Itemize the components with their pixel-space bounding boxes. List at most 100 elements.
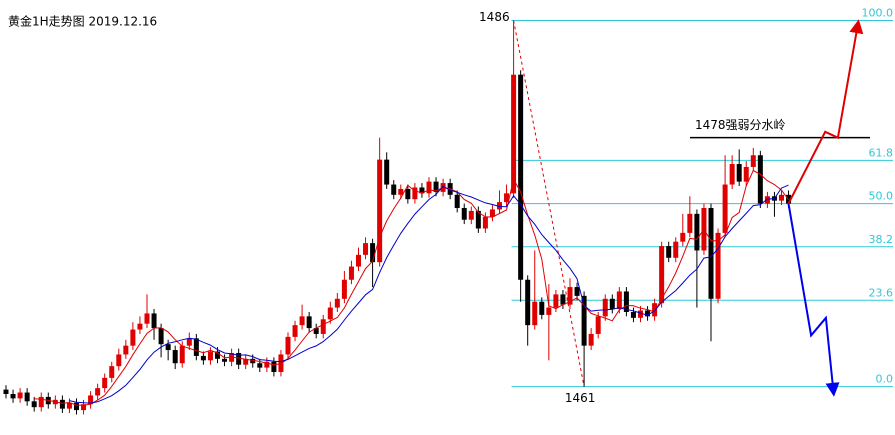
candle-body: [637, 310, 643, 318]
candle-body: [285, 336, 291, 355]
candle-body: [313, 328, 319, 334]
candle-body: [729, 164, 735, 185]
candle-body: [405, 188, 411, 200]
candle-body: [73, 402, 79, 411]
candle-body: [109, 366, 115, 378]
candle-body: [539, 301, 545, 315]
fib-label: 61.8: [869, 146, 894, 159]
candle-body: [419, 187, 425, 194]
candle-body: [341, 279, 347, 299]
candle-body: [88, 395, 94, 405]
candle-body: [489, 209, 495, 217]
candle-body: [743, 166, 749, 182]
candle-body: [355, 254, 361, 267]
candle-body: [334, 298, 340, 308]
candle-body: [250, 358, 256, 364]
candle-body: [574, 287, 580, 296]
candle-body: [257, 363, 263, 368]
candle-body: [645, 310, 651, 317]
candle-body: [475, 210, 481, 229]
candle-body: [320, 319, 326, 334]
candle-body: [17, 392, 23, 399]
candle-body: [496, 202, 502, 210]
candle-body: [778, 194, 784, 201]
candle-body: [764, 196, 770, 204]
candle-body: [59, 399, 65, 409]
candle-body: [750, 155, 756, 167]
fib-label: 38.2: [869, 233, 894, 246]
candle-body: [659, 246, 665, 304]
candle-body: [137, 323, 143, 330]
candle-body: [560, 294, 566, 305]
fib-high-label: 1486: [479, 10, 510, 24]
candle-body: [116, 354, 122, 367]
candle-body: [384, 159, 390, 185]
candle-body: [461, 207, 467, 220]
candle-body: [687, 213, 693, 233]
candle-body: [426, 181, 432, 194]
candle-body: [207, 351, 213, 361]
fib-trend: [513, 20, 585, 387]
candle-body: [236, 352, 242, 365]
candle-body: [609, 298, 615, 310]
candle-body: [165, 344, 171, 351]
candle-body: [623, 291, 629, 312]
candle-body: [504, 193, 510, 203]
candle-body: [348, 266, 354, 280]
fib-low-label: 1461: [565, 391, 596, 405]
candle-body: [327, 307, 333, 320]
candle-body: [595, 316, 601, 334]
fib-label: 50.0: [869, 190, 894, 203]
moving-average: [34, 169, 789, 406]
candle-body: [66, 402, 72, 409]
candle-body: [757, 155, 763, 204]
candle-body: [666, 246, 672, 258]
candle-body: [391, 184, 397, 195]
candle-body: [243, 358, 249, 365]
candle-body: [95, 388, 101, 396]
candle-body: [264, 361, 270, 368]
candle-body: [222, 358, 228, 362]
candle-body: [102, 377, 108, 389]
candle-body: [130, 329, 136, 346]
candle-body: [370, 243, 376, 263]
candle-body: [482, 216, 488, 229]
candle-body: [708, 207, 714, 299]
candle-body: [652, 303, 658, 317]
projection-arrow: [787, 19, 864, 205]
candle-body: [179, 345, 185, 364]
candle-body: [292, 325, 298, 337]
candle-body: [193, 338, 199, 356]
candle-body: [271, 361, 277, 373]
candle-body: [81, 404, 87, 411]
candle-body: [468, 210, 474, 220]
candle-body: [630, 311, 636, 318]
candle-body: [123, 345, 129, 355]
candle-body: [715, 232, 721, 299]
candle-body: [377, 159, 383, 263]
candle-body: [363, 243, 369, 255]
candle-body: [31, 401, 37, 408]
candle-body: [3, 389, 9, 394]
candle-body: [454, 194, 460, 208]
candle-body: [722, 184, 728, 233]
candle-body: [553, 294, 559, 308]
candle-body: [581, 295, 587, 346]
candle-body: [412, 187, 418, 200]
fib-label: 100.0: [862, 7, 894, 20]
fib-label: 0.0: [876, 373, 894, 386]
candle-body: [511, 74, 517, 194]
projection-arrow: [787, 203, 840, 397]
candle-body: [10, 393, 16, 399]
candle-body: [24, 392, 30, 402]
fib-label: 23.6: [869, 286, 894, 299]
candle-body: [567, 287, 573, 305]
candle-body: [38, 396, 44, 408]
candle-body: [398, 188, 404, 195]
candle-body: [299, 316, 305, 326]
candle-body: [680, 232, 686, 242]
candle-body: [433, 181, 439, 192]
candle-body: [694, 213, 700, 251]
candle-body: [144, 313, 150, 324]
